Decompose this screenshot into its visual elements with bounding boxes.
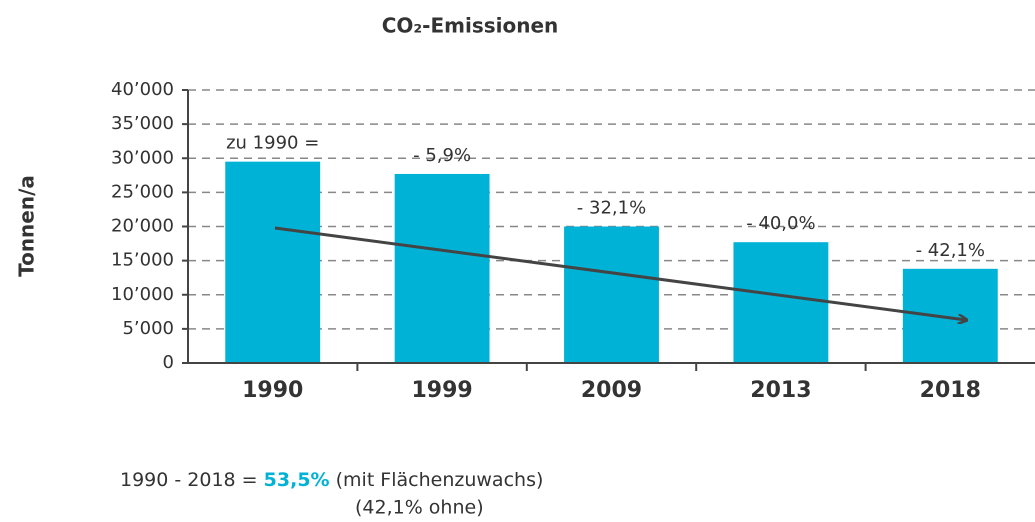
chart-title: CO₂-Emissionen	[382, 14, 559, 38]
bar-annotation: - 5,9%	[413, 145, 471, 166]
bar	[733, 242, 829, 363]
x-tick-label: 2018	[920, 378, 981, 403]
x-tick-label: 2013	[750, 378, 811, 403]
y-tick-label: 30’000	[111, 147, 174, 168]
x-tick-label: 2009	[581, 378, 642, 403]
y-tick-label: 20’000	[111, 216, 174, 237]
note-line-1: 1990 - 2018 = 53,5% (mit Flächenzuwachs)	[120, 469, 543, 491]
y-tick-label: 10’000	[111, 284, 174, 305]
overlay	[274, 226, 966, 320]
note-end: (mit Flächenzuwachs)	[330, 469, 544, 491]
x-tick-label: 1999	[411, 378, 472, 403]
y-tick-label: 0	[163, 352, 174, 373]
note-highlight: 53,5%	[264, 469, 330, 491]
y-tick-label: 40’000	[111, 79, 174, 100]
bar-annotation: - 32,1%	[577, 198, 646, 219]
bar	[564, 226, 659, 363]
bar	[902, 268, 998, 363]
plot-area: 0 5’000 10’000 15’000 20’000 25’000 30’000 35’0…	[111, 79, 1035, 403]
x-tick-label: 1990	[242, 378, 303, 403]
note-start: 1990 - 2018 =	[120, 469, 264, 491]
y-tick-label: 35’000	[111, 113, 174, 134]
bar	[225, 161, 321, 363]
trend-arrow	[274, 226, 966, 320]
y-axis-label: Tonnen/a	[15, 175, 39, 277]
note-line-2: (42,1% ohne)	[355, 497, 484, 519]
bar-annotation: - 42,1%	[916, 240, 985, 261]
bar	[394, 173, 490, 363]
bar-annotation: zu 1990 =	[226, 133, 319, 154]
y-tick-label: 15’000	[111, 250, 174, 271]
y-tick-label: 25’000	[111, 181, 174, 202]
y-tick-label: 5’000	[122, 318, 174, 339]
bar-annotation: - 40,0%	[746, 213, 815, 234]
